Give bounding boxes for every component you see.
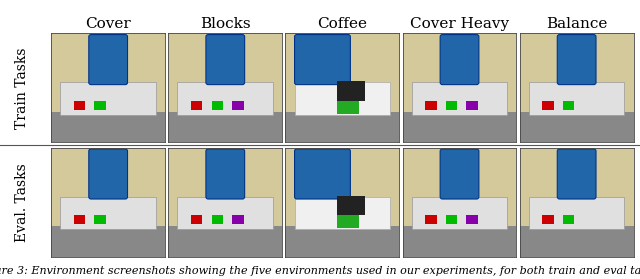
Text: Eval. Tasks: Eval. Tasks	[15, 163, 29, 242]
FancyBboxPatch shape	[446, 215, 457, 224]
FancyBboxPatch shape	[337, 81, 365, 101]
FancyBboxPatch shape	[95, 215, 106, 224]
FancyBboxPatch shape	[51, 112, 165, 142]
FancyBboxPatch shape	[403, 112, 516, 142]
FancyBboxPatch shape	[557, 149, 596, 199]
FancyBboxPatch shape	[467, 215, 477, 224]
FancyBboxPatch shape	[285, 226, 399, 257]
Text: Coffee: Coffee	[317, 17, 367, 31]
FancyBboxPatch shape	[446, 101, 457, 110]
FancyBboxPatch shape	[191, 101, 202, 110]
FancyBboxPatch shape	[232, 215, 243, 224]
FancyBboxPatch shape	[191, 215, 202, 224]
Text: Cover: Cover	[85, 17, 131, 31]
FancyBboxPatch shape	[51, 226, 165, 257]
FancyBboxPatch shape	[337, 196, 365, 215]
FancyBboxPatch shape	[412, 197, 508, 229]
FancyBboxPatch shape	[337, 215, 360, 229]
Text: Figure 3: Environment screenshots showing the five environments used in our expe: Figure 3: Environment screenshots showin…	[0, 266, 640, 276]
FancyBboxPatch shape	[337, 101, 360, 114]
FancyBboxPatch shape	[563, 101, 574, 110]
FancyBboxPatch shape	[543, 101, 554, 110]
FancyBboxPatch shape	[520, 226, 634, 257]
FancyBboxPatch shape	[168, 226, 282, 257]
FancyBboxPatch shape	[74, 101, 85, 110]
FancyBboxPatch shape	[177, 82, 273, 115]
FancyBboxPatch shape	[89, 149, 127, 199]
FancyBboxPatch shape	[212, 101, 223, 110]
FancyBboxPatch shape	[520, 112, 634, 142]
FancyBboxPatch shape	[543, 215, 554, 224]
FancyBboxPatch shape	[467, 101, 477, 110]
FancyBboxPatch shape	[285, 112, 399, 142]
FancyBboxPatch shape	[60, 197, 156, 229]
FancyBboxPatch shape	[426, 101, 436, 110]
FancyBboxPatch shape	[557, 35, 596, 85]
FancyBboxPatch shape	[168, 112, 282, 142]
FancyBboxPatch shape	[177, 197, 273, 229]
FancyBboxPatch shape	[232, 101, 243, 110]
Text: Train Tasks: Train Tasks	[15, 47, 29, 129]
FancyBboxPatch shape	[74, 215, 85, 224]
FancyBboxPatch shape	[440, 35, 479, 85]
FancyBboxPatch shape	[294, 197, 390, 229]
FancyBboxPatch shape	[440, 149, 479, 199]
Text: Balance: Balance	[546, 17, 607, 31]
FancyBboxPatch shape	[212, 215, 223, 224]
FancyBboxPatch shape	[60, 82, 156, 115]
FancyBboxPatch shape	[529, 82, 625, 115]
FancyBboxPatch shape	[563, 215, 574, 224]
FancyBboxPatch shape	[403, 226, 516, 257]
FancyBboxPatch shape	[294, 149, 350, 199]
FancyBboxPatch shape	[294, 82, 390, 115]
FancyBboxPatch shape	[89, 35, 127, 85]
FancyBboxPatch shape	[95, 101, 106, 110]
Text: Cover Heavy: Cover Heavy	[410, 17, 509, 31]
FancyBboxPatch shape	[206, 149, 244, 199]
FancyBboxPatch shape	[206, 35, 244, 85]
FancyBboxPatch shape	[294, 35, 350, 85]
FancyBboxPatch shape	[426, 215, 436, 224]
FancyBboxPatch shape	[412, 82, 508, 115]
Text: Blocks: Blocks	[200, 17, 251, 31]
FancyBboxPatch shape	[529, 197, 625, 229]
